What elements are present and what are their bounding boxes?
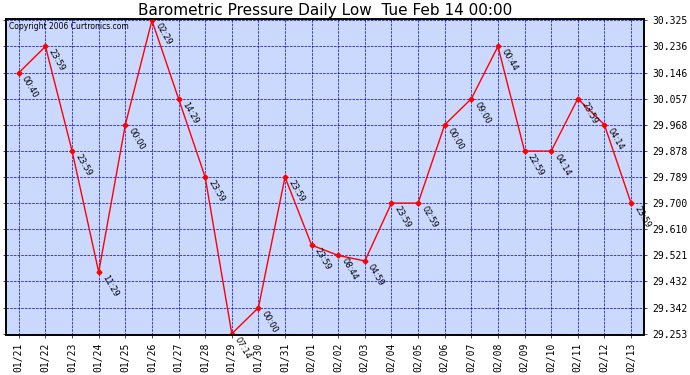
- Text: 02:59: 02:59: [420, 204, 439, 230]
- Text: 07:14: 07:14: [233, 335, 253, 360]
- Text: 08:44: 08:44: [339, 257, 359, 282]
- Text: 23:59: 23:59: [47, 48, 67, 73]
- Text: 00:00: 00:00: [260, 309, 279, 334]
- Text: 23:59: 23:59: [633, 204, 652, 230]
- Text: 00:00: 00:00: [127, 126, 146, 151]
- Text: 22:59: 22:59: [526, 153, 546, 177]
- Text: 23:59: 23:59: [73, 153, 93, 178]
- Text: 23:59: 23:59: [206, 178, 226, 204]
- Text: 23:59: 23:59: [286, 178, 306, 204]
- Text: 23:59: 23:59: [313, 247, 333, 272]
- Text: 11:29: 11:29: [100, 273, 120, 298]
- Text: Copyright 2006 Curtronics.com: Copyright 2006 Curtronics.com: [9, 22, 128, 31]
- Text: 00:40: 00:40: [20, 74, 40, 99]
- Text: 00:00: 00:00: [446, 126, 466, 151]
- Title: Barometric Pressure Daily Low  Tue Feb 14 00:00: Barometric Pressure Daily Low Tue Feb 14…: [138, 3, 512, 18]
- Text: 04:59: 04:59: [366, 262, 386, 287]
- Text: 02:29: 02:29: [153, 22, 173, 47]
- Text: 14:29: 14:29: [180, 100, 199, 125]
- Text: 23:59: 23:59: [393, 204, 413, 230]
- Text: 09:00: 09:00: [473, 100, 493, 125]
- Text: 04:14: 04:14: [553, 153, 572, 177]
- Text: 23:59: 23:59: [579, 100, 599, 125]
- Text: 00:44: 00:44: [500, 48, 519, 73]
- Text: 04:14: 04:14: [606, 126, 625, 151]
